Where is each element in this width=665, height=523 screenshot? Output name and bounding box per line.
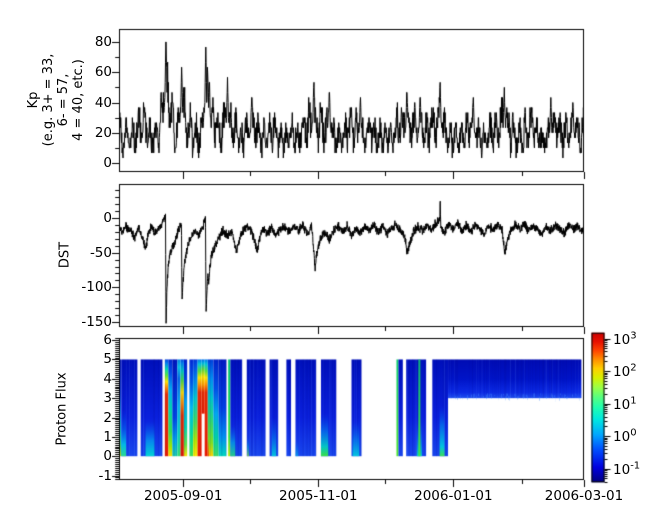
proton-flux-ytick-label: 6: [103, 332, 112, 349]
colorbar-tick-exponent: 1: [630, 394, 637, 406]
dst-ytick-label: -150: [81, 314, 112, 330]
kp-ytick-label: 60: [94, 64, 112, 81]
proton-flux-axis-label: Proton Flux: [54, 372, 70, 446]
kp-ytick-label: 40: [94, 94, 112, 111]
dst-ytick-label: -50: [89, 244, 112, 261]
colorbar-tick-label: 103: [613, 329, 637, 348]
colorbar-tick-label: 100: [613, 427, 637, 445]
proton-flux-ytick-label: 5: [103, 351, 112, 368]
kp-ytick-label: 20: [94, 124, 112, 141]
dst-ytick-label: -100: [81, 279, 112, 296]
dst-ytick-label: 0: [103, 209, 112, 226]
x-date-tick-label: 2005-09-01: [143, 488, 223, 504]
x-date-tick-label: 2006-01-01: [414, 488, 493, 504]
colorbar-tick-exponent: 2: [630, 362, 637, 374]
proton-flux-ytick-label: 1: [103, 428, 112, 445]
proton-flux-ytick-label: 2: [103, 409, 112, 426]
proton-flux-ytick-label: -1: [98, 467, 112, 484]
dst-axis-label: DST: [57, 241, 73, 269]
proton-flux-ytick-label: 0: [103, 448, 112, 465]
colorbar-tick-label: 101: [613, 394, 637, 413]
x-date-tick-label: 2005-11-01: [279, 488, 358, 504]
kp-axis-label: Kp (e.g. 3+ = 33, 6- = 57, 4 = 40, etc.): [26, 53, 86, 147]
colorbar-tick-exponent: 0: [630, 427, 637, 439]
colorbar-tick-label: 10-1: [613, 459, 641, 478]
proton-flux-ytick-label: 3: [103, 390, 112, 407]
x-date-tick-label: 2006-03-01: [544, 488, 624, 504]
proton-flux-ytick-label: 4: [103, 370, 112, 387]
colorbar-tick-exponent: -1: [630, 459, 641, 471]
colorbar-tick-label: 102: [613, 362, 637, 380]
kp-ytick-label: 0: [103, 155, 112, 171]
colorbar-tick-exponent: 3: [630, 329, 637, 341]
kp-ytick-label: 80: [94, 34, 112, 50]
